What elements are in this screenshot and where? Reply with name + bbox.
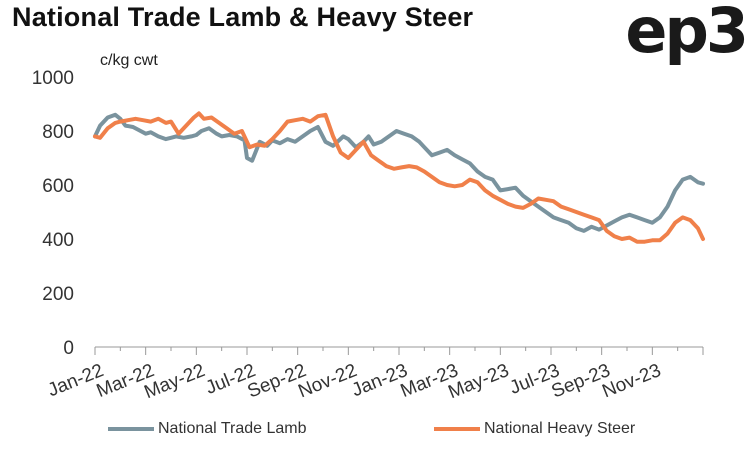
x-tick-label: Nov-23 (599, 360, 664, 402)
legend-label-lamb: National Trade Lamb (158, 420, 307, 437)
legend: National Trade Lamb National Heavy Steer (0, 420, 752, 444)
legend-swatch-lamb (108, 427, 154, 431)
legend-item-lamb: National Trade Lamb (108, 420, 307, 438)
y-tick-label: 600 (42, 176, 74, 197)
y-tick-label: 400 (42, 230, 74, 251)
x-axis: Jan-22Mar-22May-22Jul-22Sep-22Nov-22Jan-… (45, 346, 704, 403)
y-tick-label: 1000 (32, 68, 74, 89)
y-tick-label: 800 (42, 122, 74, 143)
series-lines (93, 111, 705, 244)
legend-item-steer: National Heavy Steer (434, 420, 635, 438)
legend-swatch-steer (434, 427, 480, 431)
y-tick-label: 200 (42, 284, 74, 305)
legend-label-steer: National Heavy Steer (484, 420, 636, 437)
chart-title: National Trade Lamb & Heavy Steer (12, 2, 474, 32)
y-axis-unit-label: c/kg cwt (100, 52, 158, 69)
y-axis-ticks: 0 200 400 600 800 1000 (32, 68, 74, 359)
ep3-logo: ep3 (625, 0, 749, 67)
y-tick-label: 0 (63, 338, 74, 359)
series-line-national-trade-lamb (93, 112, 705, 233)
series-line-national-heavy-steer (93, 111, 705, 244)
